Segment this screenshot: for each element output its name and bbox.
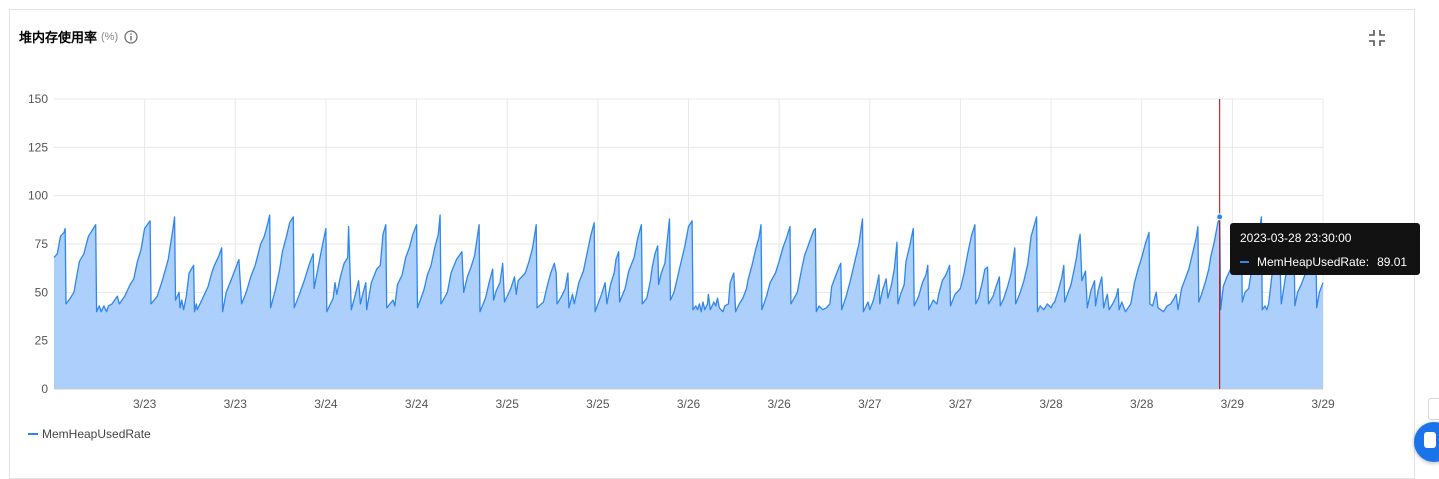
x-tick-label: 3/26 (677, 397, 701, 411)
x-tick-label: 3/29 (1221, 397, 1245, 411)
y-tick-label: 75 (35, 237, 49, 251)
x-tick-label: 3/24 (405, 397, 429, 411)
x-tick-label: 3/25 (586, 397, 610, 411)
legend-item[interactable]: MemHeapUsedRate (28, 427, 151, 441)
tooltip-row: MemHeapUsedRate: 89.01 (1240, 255, 1410, 269)
tooltip-swatch (1240, 261, 1249, 263)
side-tab[interactable] (1428, 398, 1439, 420)
x-tick-label: 3/28 (1130, 397, 1154, 411)
x-tick-label: 3/29 (1311, 397, 1335, 411)
y-tick-label: 25 (35, 334, 49, 348)
legend-label: MemHeapUsedRate (42, 427, 151, 441)
x-tick-label: 3/23 (224, 397, 248, 411)
tooltip-time: 2023-03-28 23:30:00 (1240, 231, 1410, 245)
series-area (54, 215, 1323, 389)
tooltip-series: MemHeapUsedRate: (1257, 255, 1369, 269)
x-tick-label: 3/27 (949, 397, 973, 411)
x-tick-label: 3/25 (496, 397, 520, 411)
y-tick-label: 150 (28, 92, 48, 106)
hover-point (1217, 214, 1223, 220)
y-tick-label: 0 (41, 382, 48, 396)
x-tick-label: 3/23 (133, 397, 157, 411)
y-tick-label: 100 (28, 189, 48, 203)
x-tick-label: 3/28 (1039, 397, 1063, 411)
x-tick-label: 3/27 (858, 397, 882, 411)
y-tick-label: 125 (28, 140, 48, 154)
feedback-icon (1424, 432, 1436, 448)
tooltip-value: 89.01 (1377, 255, 1407, 269)
chart-tooltip: 2023-03-28 23:30:00 MemHeapUsedRate: 89.… (1230, 223, 1420, 275)
x-tick-label: 3/24 (314, 397, 338, 411)
legend-swatch (28, 433, 38, 435)
y-tick-label: 50 (35, 285, 49, 299)
x-tick-label: 3/26 (767, 397, 791, 411)
